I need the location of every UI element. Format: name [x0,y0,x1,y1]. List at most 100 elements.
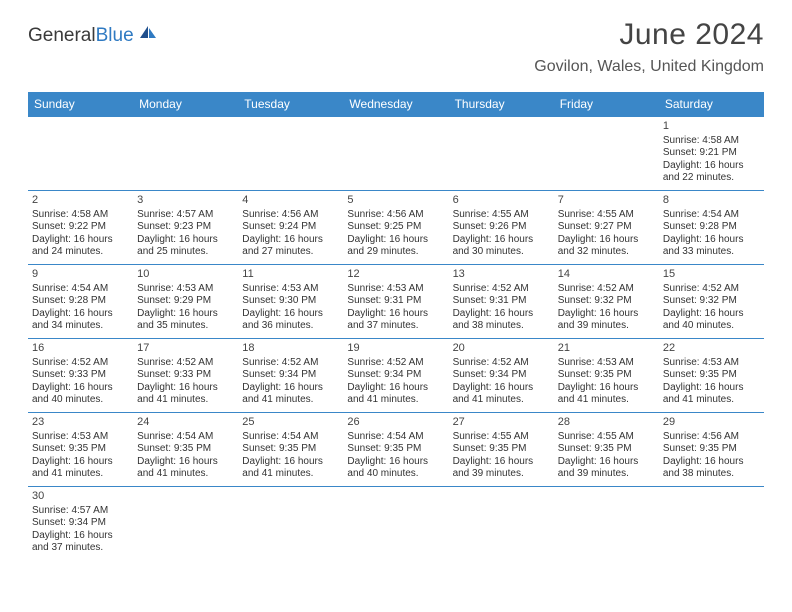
sunset-line: Sunset: 9:31 PM [453,295,550,308]
calendar-cell: 11Sunrise: 4:53 AMSunset: 9:30 PMDayligh… [238,265,343,339]
day-header-cell: Saturday [659,92,764,117]
day-number: 10 [137,268,234,282]
day-number: 20 [453,342,550,356]
day-number: 24 [137,416,234,430]
calendar-cell: 21Sunrise: 4:53 AMSunset: 9:35 PMDayligh… [554,339,659,413]
sunrise-line: Sunrise: 4:55 AM [453,431,550,444]
daylight-line-1: Daylight: 16 hours [558,382,655,395]
daylight-line-1: Daylight: 16 hours [32,530,129,543]
sunrise-line: Sunrise: 4:55 AM [558,431,655,444]
daylight-line-2: and 41 minutes. [137,468,234,481]
daylight-line-1: Daylight: 16 hours [242,456,339,469]
daylight-line-2: and 30 minutes. [453,246,550,259]
sunset-line: Sunset: 9:25 PM [347,221,444,234]
calendar-cell: 27Sunrise: 4:55 AMSunset: 9:35 PMDayligh… [449,413,554,487]
daylight-line: Daylight: 16 hoursand 41 minutes. [137,456,234,481]
daylight-line: Daylight: 16 hoursand 41 minutes. [137,382,234,407]
daylight-line-2: and 40 minutes. [32,394,129,407]
calendar-cell: 5Sunrise: 4:56 AMSunset: 9:25 PMDaylight… [343,191,448,265]
sunrise-line: Sunrise: 4:52 AM [242,357,339,370]
daylight-line: Daylight: 16 hoursand 37 minutes. [32,530,129,555]
daylight-line-1: Daylight: 16 hours [137,234,234,247]
sunrise-line: Sunrise: 4:53 AM [242,283,339,296]
day-number: 27 [453,416,550,430]
sunset-line: Sunset: 9:34 PM [453,369,550,382]
calendar-cell: 12Sunrise: 4:53 AMSunset: 9:31 PMDayligh… [343,265,448,339]
day-number: 22 [663,342,760,356]
calendar-cell: 10Sunrise: 4:53 AMSunset: 9:29 PMDayligh… [133,265,238,339]
sunset-line: Sunset: 9:35 PM [347,443,444,456]
day-header-cell: Wednesday [343,92,448,117]
daylight-line-1: Daylight: 16 hours [347,308,444,321]
sunrise-line: Sunrise: 4:53 AM [558,357,655,370]
sunrise-line: Sunrise: 4:56 AM [242,209,339,222]
daylight-line: Daylight: 16 hoursand 39 minutes. [558,308,655,333]
calendar-cell: 20Sunrise: 4:52 AMSunset: 9:34 PMDayligh… [449,339,554,413]
calendar-cell: 30Sunrise: 4:57 AMSunset: 9:34 PMDayligh… [28,487,133,561]
calendar-cell-empty [554,117,659,191]
daylight-line: Daylight: 16 hoursand 41 minutes. [558,382,655,407]
day-number: 23 [32,416,129,430]
sunset-line: Sunset: 9:35 PM [663,369,760,382]
daylight-line: Daylight: 16 hoursand 41 minutes. [663,382,760,407]
day-header-cell: Monday [133,92,238,117]
sunset-line: Sunset: 9:30 PM [242,295,339,308]
sunset-line: Sunset: 9:22 PM [32,221,129,234]
calendar-cell-empty [238,487,343,561]
daylight-line-2: and 38 minutes. [663,468,760,481]
daylight-line: Daylight: 16 hoursand 33 minutes. [663,234,760,259]
calendar-cell: 24Sunrise: 4:54 AMSunset: 9:35 PMDayligh… [133,413,238,487]
day-number: 15 [663,268,760,282]
daylight-line: Daylight: 16 hoursand 36 minutes. [242,308,339,333]
brand-blue: Blue [96,25,134,46]
sunrise-line: Sunrise: 4:53 AM [663,357,760,370]
daylight-line: Daylight: 16 hoursand 39 minutes. [453,456,550,481]
sunrise-line: Sunrise: 4:52 AM [453,283,550,296]
sunset-line: Sunset: 9:26 PM [453,221,550,234]
daylight-line: Daylight: 16 hoursand 41 minutes. [242,382,339,407]
sunset-line: Sunset: 9:21 PM [663,147,760,160]
calendar-cell: 28Sunrise: 4:55 AMSunset: 9:35 PMDayligh… [554,413,659,487]
calendar-cell: 9Sunrise: 4:54 AMSunset: 9:28 PMDaylight… [28,265,133,339]
calendar-cell: 2Sunrise: 4:58 AMSunset: 9:22 PMDaylight… [28,191,133,265]
day-number: 26 [347,416,444,430]
calendar-cell: 7Sunrise: 4:55 AMSunset: 9:27 PMDaylight… [554,191,659,265]
daylight-line-1: Daylight: 16 hours [453,382,550,395]
daylight-line-1: Daylight: 16 hours [347,456,444,469]
daylight-line-2: and 41 minutes. [558,394,655,407]
sunset-line: Sunset: 9:33 PM [137,369,234,382]
month-title: June 2024 [534,18,764,52]
sunset-line: Sunset: 9:35 PM [32,443,129,456]
header: GeneralBlue June 2024 Govilon, Wales, Un… [0,0,792,82]
daylight-line: Daylight: 16 hoursand 25 minutes. [137,234,234,259]
sunrise-line: Sunrise: 4:52 AM [137,357,234,370]
calendar-cell-empty [343,117,448,191]
day-number: 5 [347,194,444,208]
calendar-cell: 19Sunrise: 4:52 AMSunset: 9:34 PMDayligh… [343,339,448,413]
daylight-line-2: and 29 minutes. [347,246,444,259]
day-header-cell: Sunday [28,92,133,117]
daylight-line: Daylight: 16 hoursand 41 minutes. [453,382,550,407]
sunrise-line: Sunrise: 4:54 AM [663,209,760,222]
daylight-line-1: Daylight: 16 hours [558,234,655,247]
daylight-line-1: Daylight: 16 hours [347,382,444,395]
daylight-line: Daylight: 16 hoursand 35 minutes. [137,308,234,333]
daylight-line: Daylight: 16 hoursand 29 minutes. [347,234,444,259]
day-number: 12 [347,268,444,282]
calendar-cell-empty [238,117,343,191]
sunset-line: Sunset: 9:35 PM [663,443,760,456]
sunset-line: Sunset: 9:35 PM [453,443,550,456]
sunset-line: Sunset: 9:35 PM [558,369,655,382]
day-number: 18 [242,342,339,356]
daylight-line-1: Daylight: 16 hours [663,382,760,395]
daylight-line-1: Daylight: 16 hours [347,234,444,247]
sunrise-line: Sunrise: 4:55 AM [453,209,550,222]
daylight-line-2: and 24 minutes. [32,246,129,259]
daylight-line: Daylight: 16 hoursand 22 minutes. [663,160,760,185]
day-number: 6 [453,194,550,208]
daylight-line-1: Daylight: 16 hours [453,234,550,247]
day-number: 3 [137,194,234,208]
sunset-line: Sunset: 9:28 PM [663,221,760,234]
day-number: 16 [32,342,129,356]
calendar-cell-empty [554,487,659,561]
